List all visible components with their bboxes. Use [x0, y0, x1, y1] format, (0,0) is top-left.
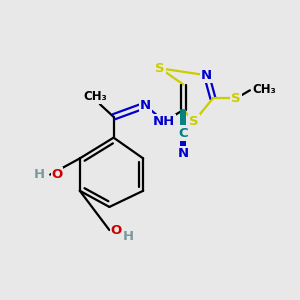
Text: N: N — [140, 99, 151, 112]
Text: N: N — [201, 69, 212, 82]
Text: O: O — [51, 168, 62, 181]
Text: N: N — [178, 147, 189, 160]
Text: H: H — [34, 168, 45, 181]
Text: C: C — [178, 127, 188, 140]
Text: NH: NH — [153, 115, 176, 128]
Text: S: S — [155, 62, 165, 75]
Text: CH₃: CH₃ — [84, 90, 107, 103]
Text: O: O — [110, 224, 122, 236]
Text: H: H — [123, 230, 134, 244]
Text: S: S — [189, 115, 199, 128]
Text: CH₃: CH₃ — [252, 82, 276, 96]
Text: S: S — [231, 92, 241, 105]
